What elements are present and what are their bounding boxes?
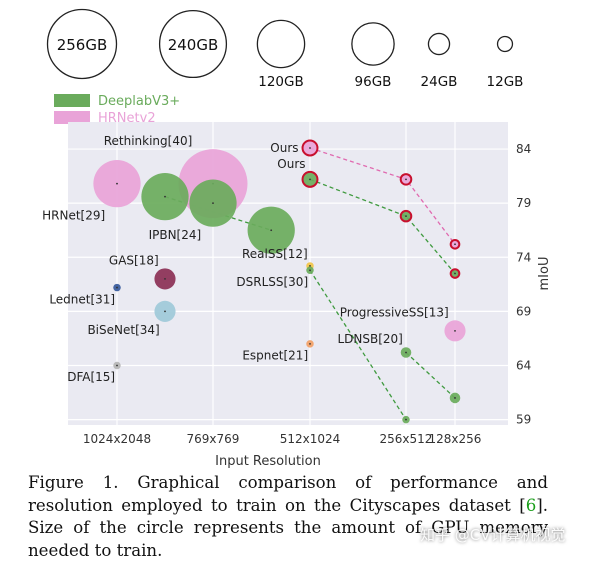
data-point-center bbox=[270, 229, 273, 232]
data-point-center bbox=[309, 265, 311, 267]
point-label: Ours bbox=[277, 157, 305, 171]
point-label: GAS[18] bbox=[109, 253, 159, 267]
y-tick-label: 69 bbox=[516, 304, 531, 318]
size-legend-circle bbox=[351, 22, 395, 66]
data-point-center bbox=[309, 269, 311, 272]
data-point-center bbox=[309, 147, 311, 149]
data-point-center bbox=[454, 243, 456, 246]
watermark: 知乎 @CV计算机视觉 bbox=[420, 526, 566, 544]
y-tick-label: 79 bbox=[516, 196, 531, 210]
data-point-center bbox=[164, 195, 166, 198]
size-legend-label: 24GB bbox=[421, 74, 458, 90]
y-axis-title: mIoU bbox=[537, 257, 552, 291]
data-point-center bbox=[116, 364, 118, 367]
point-label: BiSeNet[34] bbox=[87, 323, 159, 337]
size-legend-label: 256GB bbox=[57, 36, 108, 54]
trend-line bbox=[309, 269, 407, 420]
data-point-center bbox=[454, 272, 456, 275]
data-point-center bbox=[405, 215, 407, 218]
size-legend-circle bbox=[427, 32, 451, 56]
data-point-center bbox=[309, 342, 311, 345]
size-legend-label: 120GB bbox=[258, 74, 304, 90]
series-legend: DeeplabV3+HRNetv2 bbox=[54, 94, 180, 126]
x-tick-label: 256x512 bbox=[380, 432, 433, 446]
data-point-center bbox=[116, 182, 118, 185]
point-label: Lednet[31] bbox=[49, 292, 115, 306]
data-point-center bbox=[164, 278, 166, 280]
citation-link[interactable]: 6 bbox=[525, 495, 537, 515]
size-legend: 256GB 240GB 120GB 96GB 24GB 12GB bbox=[46, 8, 524, 90]
point-label: Rethinking[40] bbox=[104, 134, 193, 148]
y-tick-label: 64 bbox=[516, 358, 531, 372]
x-tick-label: 1024x2048 bbox=[83, 432, 151, 446]
data-point-center bbox=[405, 418, 407, 421]
legend-swatch bbox=[54, 94, 90, 107]
size-legend-circle bbox=[256, 19, 306, 69]
y-tick-label: 84 bbox=[516, 142, 531, 156]
point-label: Espnet[21] bbox=[242, 349, 308, 363]
size-legend-label: 12GB bbox=[487, 74, 524, 90]
point-label: DFA[15] bbox=[67, 370, 115, 384]
data-point-center bbox=[212, 202, 214, 205]
data-point-center bbox=[309, 178, 311, 181]
point-label: HRNet[29] bbox=[42, 208, 105, 222]
caption-suffix: ]. Size of the circle represents the amo… bbox=[28, 495, 548, 560]
data-point-center bbox=[454, 329, 456, 332]
caption-prefix: Figure 1. Graphical comparison of perfor… bbox=[28, 473, 548, 515]
point-labels: HRNet[29] Rethinking[40] IPBN[24] GAS[18] Le… bbox=[42, 134, 449, 384]
figure-caption: Figure 1. Graphical comparison of perfor… bbox=[28, 472, 548, 562]
point-label: DSRLSS[30] bbox=[236, 275, 308, 289]
plot-background bbox=[68, 122, 508, 425]
plot-area: HRNet[29] Rethinking[40] IPBN[24] GAS[18] Le… bbox=[42, 122, 508, 425]
y-tick-label: 74 bbox=[516, 250, 531, 264]
point-label: IPBN[24] bbox=[149, 228, 202, 242]
x-tick-label: 128x256 bbox=[429, 432, 482, 446]
x-tick-label: 512x1024 bbox=[280, 432, 341, 446]
x-tick-label: 769x769 bbox=[187, 432, 240, 446]
size-legend-circle bbox=[496, 35, 514, 53]
point-label: ProgressiveSS[13] bbox=[340, 305, 449, 319]
data-point-center bbox=[116, 286, 118, 289]
size-legend-label: 96GB bbox=[355, 74, 392, 90]
x-axis-title: Input Resolution bbox=[215, 454, 321, 469]
point-label: LDNSB[20] bbox=[337, 332, 402, 346]
data-points bbox=[93, 139, 466, 424]
size-legend-circle bbox=[46, 8, 118, 80]
legend-swatch bbox=[54, 111, 90, 124]
y-tick-label: 59 bbox=[516, 413, 531, 427]
point-label: RealSS[12] bbox=[242, 247, 308, 261]
data-point-center bbox=[454, 397, 456, 399]
size-legend-circle bbox=[158, 9, 228, 79]
legend-label: DeeplabV3+ bbox=[98, 94, 180, 109]
y-axis: 59 64 69 74 79 84 bbox=[516, 142, 531, 427]
data-point-center bbox=[405, 351, 407, 354]
data-point-center bbox=[405, 178, 407, 181]
data-point-center bbox=[164, 310, 166, 313]
point-label: Ours bbox=[270, 141, 298, 155]
size-legend-label: 240GB bbox=[168, 36, 219, 54]
